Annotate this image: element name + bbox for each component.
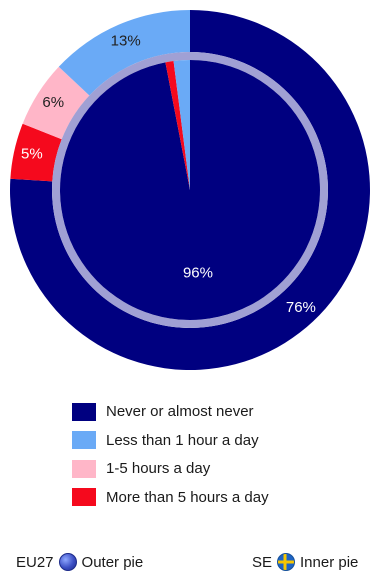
outer-pie-label-never: 76% bbox=[286, 299, 316, 316]
pie-chart: 76% 5% 6% 13% 96% bbox=[9, 10, 370, 370]
outer-pie-label: Outer pie bbox=[81, 553, 144, 571]
inner-pie-slice-more-than-5-hours bbox=[165, 61, 190, 191]
outer-pie-slice-less-than-1-hour bbox=[58, 10, 191, 96]
outer-pie-slice-1-5-hours bbox=[22, 66, 90, 140]
inner-pie-key: SE Inner pie bbox=[252, 553, 358, 571]
legend-label-never: Never or almost never bbox=[106, 403, 254, 420]
legend-swatch-more-than-5-hours bbox=[72, 488, 96, 506]
outer-pie-key: EU27 Outer pie bbox=[16, 553, 143, 571]
outer-pie-slice-more-than-5-hours bbox=[10, 123, 62, 182]
inner-pie-slice-never bbox=[59, 60, 320, 321]
legend-item-never: Never or almost never bbox=[72, 398, 269, 425]
inner-pie-label-never: 96% bbox=[183, 265, 213, 282]
inner-country-label: SE bbox=[252, 553, 273, 571]
legend-swatch-less-than-1-hour bbox=[72, 431, 96, 449]
outer-pie-label-more-than-5-hours: 5% bbox=[21, 146, 43, 163]
legend-swatch-1-5-hours bbox=[72, 459, 96, 478]
ring-separator bbox=[52, 52, 328, 328]
outer-country-label: EU27 bbox=[16, 553, 54, 571]
inner-pie-slice-less-than-1-hour bbox=[173, 60, 190, 190]
outer-pie-label-1-5-hours: 6% bbox=[42, 94, 64, 111]
chart-legend: Never or almost never Less than 1 hour a… bbox=[72, 398, 269, 512]
legend-item-1-5-hours: 1-5 hours a day bbox=[72, 455, 269, 482]
se-flag-icon bbox=[277, 553, 296, 571]
outer-pie-label-less-than-1-hour: 13% bbox=[111, 32, 141, 49]
legend-label-1-5-hours: 1-5 hours a day bbox=[106, 460, 211, 477]
legend-item-less-than-1-hour: Less than 1 hour a day bbox=[72, 427, 269, 454]
legend-item-more-than-5-hours: More than 5 hours a day bbox=[72, 484, 269, 511]
legend-label-less-than-1-hour: Less than 1 hour a day bbox=[106, 431, 259, 449]
legend-swatch-never bbox=[72, 402, 96, 421]
legend-label-more-than-5-hours: More than 5 hours a day bbox=[106, 488, 269, 506]
eu-flag-icon bbox=[58, 553, 77, 571]
inner-pie-label: Inner pie bbox=[300, 553, 359, 571]
